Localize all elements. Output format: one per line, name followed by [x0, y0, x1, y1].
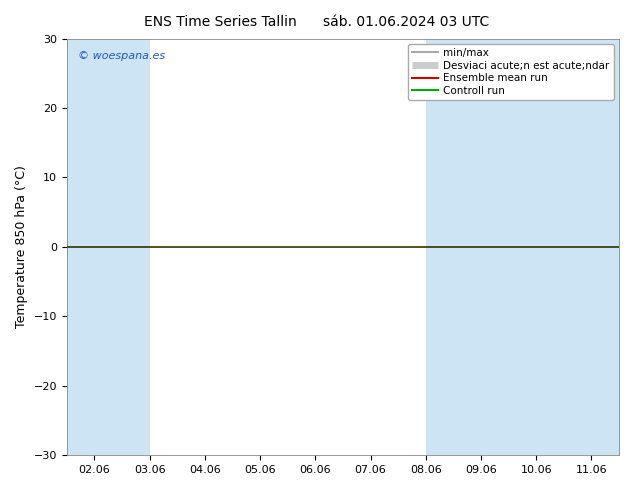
- Text: © woespana.es: © woespana.es: [78, 51, 165, 61]
- Bar: [67, 39, 94, 455]
- Bar: [425, 39, 481, 455]
- Y-axis label: Temperature 850 hPa (°C): Temperature 850 hPa (°C): [15, 166, 28, 328]
- Text: ENS Time Series Tallin      sáb. 01.06.2024 03 UTC: ENS Time Series Tallin sáb. 01.06.2024 0…: [145, 15, 489, 29]
- Bar: [481, 39, 536, 455]
- Bar: [94, 39, 150, 455]
- Legend: min/max, Desviaci acute;n est acute;ndar, Ensemble mean run, Controll run: min/max, Desviaci acute;n est acute;ndar…: [408, 44, 614, 100]
- Bar: [536, 39, 619, 455]
